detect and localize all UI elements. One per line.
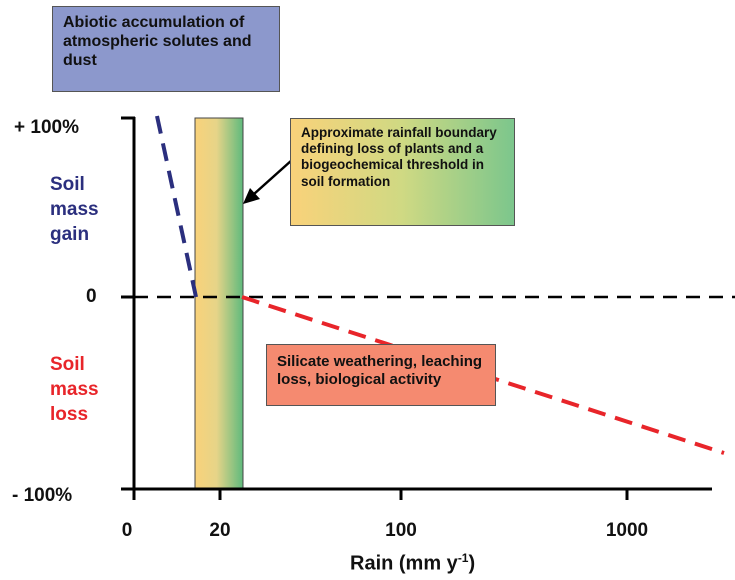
x-tick-label: 100 <box>385 520 417 541</box>
threshold-band <box>194 117 244 490</box>
pointer-arrowhead <box>243 188 260 204</box>
y-label-top: + 100% <box>14 117 79 138</box>
gain-line <box>155 115 198 298</box>
x-axis-label-end: ) <box>468 552 476 575</box>
rainfall-boundary-box: Approximate rainfall boundary defining l… <box>290 118 515 226</box>
x-axis-label: Rain (mm y-1) <box>350 551 475 576</box>
soil-mass-loss-label: Soil mass loss <box>50 354 99 426</box>
x-axis-label-main: Rain (mm y <box>350 552 458 575</box>
abiotic-accumulation-box: Abiotic accumulation of atmospheric solu… <box>52 6 280 92</box>
x-tick-label: 0 <box>121 520 133 541</box>
x-axis-label-superscript: -1 <box>457 551 469 565</box>
pointer-arrow <box>253 159 293 195</box>
soil-mass-gain-label: Soil mass gain <box>50 174 99 246</box>
silicate-weathering-box: Silicate weathering, leaching loss, biol… <box>266 344 496 406</box>
x-tick-label: 20 <box>209 520 231 541</box>
y-label-zero: 0 <box>86 286 97 307</box>
x-tick-label: 1000 <box>605 520 649 541</box>
y-label-bottom: - 100% <box>12 485 73 506</box>
